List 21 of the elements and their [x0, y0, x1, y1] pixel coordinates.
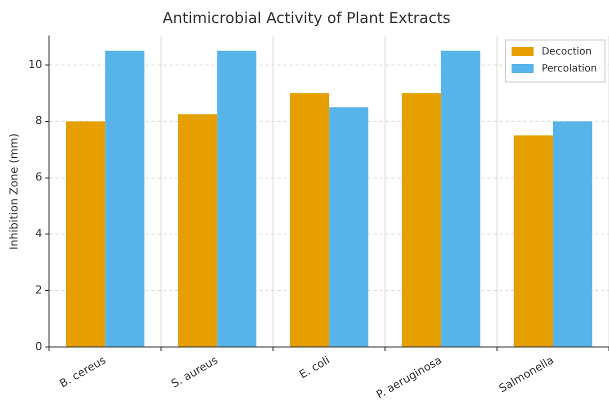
chart-title: Antimicrobial Activity of Plant Extracts — [162, 8, 451, 27]
y-tick-label: 4 — [35, 227, 42, 240]
y-axis-title: Inhibition Zone (mm) — [7, 133, 20, 250]
bar — [514, 135, 554, 347]
legend-label: Percolation — [542, 64, 598, 75]
bar — [105, 50, 144, 347]
bar — [178, 114, 218, 347]
legend-label: Decoction — [542, 46, 592, 58]
bar — [290, 93, 330, 347]
y-tick-label: 8 — [35, 114, 42, 128]
y-tick-label: 10 — [28, 58, 42, 71]
bar — [217, 50, 256, 347]
bar — [553, 121, 592, 347]
y-tick-label: 0 — [35, 340, 42, 353]
x-tick-label: E. coli — [297, 354, 332, 382]
bar — [402, 93, 442, 347]
y-tick-label: 2 — [35, 283, 42, 296]
bar — [441, 50, 480, 347]
bar — [329, 107, 368, 347]
bar — [66, 121, 106, 347]
y-tick-label: 6 — [35, 170, 42, 184]
